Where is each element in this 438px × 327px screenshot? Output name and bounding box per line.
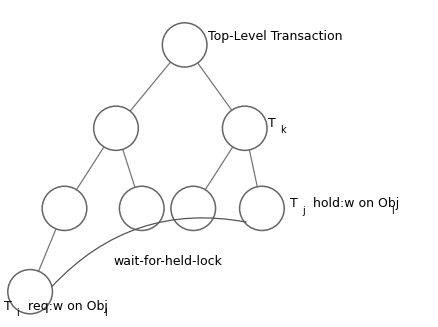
Ellipse shape bbox=[171, 186, 215, 231]
Text: l: l bbox=[104, 308, 107, 318]
Ellipse shape bbox=[8, 269, 53, 314]
Ellipse shape bbox=[223, 106, 267, 150]
Text: k: k bbox=[280, 126, 286, 135]
Ellipse shape bbox=[162, 23, 207, 67]
Text: l: l bbox=[392, 206, 394, 215]
Text: T: T bbox=[268, 117, 276, 130]
Text: req:w on Obj: req:w on Obj bbox=[28, 300, 108, 313]
Text: i: i bbox=[16, 308, 19, 318]
Ellipse shape bbox=[240, 186, 284, 231]
Text: T: T bbox=[4, 300, 12, 313]
Text: wait-for-held-lock: wait-for-held-lock bbox=[113, 255, 222, 268]
Text: T: T bbox=[290, 197, 297, 210]
Ellipse shape bbox=[42, 186, 87, 231]
Text: Top-Level Transaction: Top-Level Transaction bbox=[208, 30, 343, 43]
Ellipse shape bbox=[94, 106, 138, 150]
Text: j: j bbox=[302, 206, 304, 215]
FancyArrowPatch shape bbox=[52, 218, 246, 286]
Ellipse shape bbox=[120, 186, 164, 231]
Text: hold:w on Obj: hold:w on Obj bbox=[314, 197, 400, 210]
